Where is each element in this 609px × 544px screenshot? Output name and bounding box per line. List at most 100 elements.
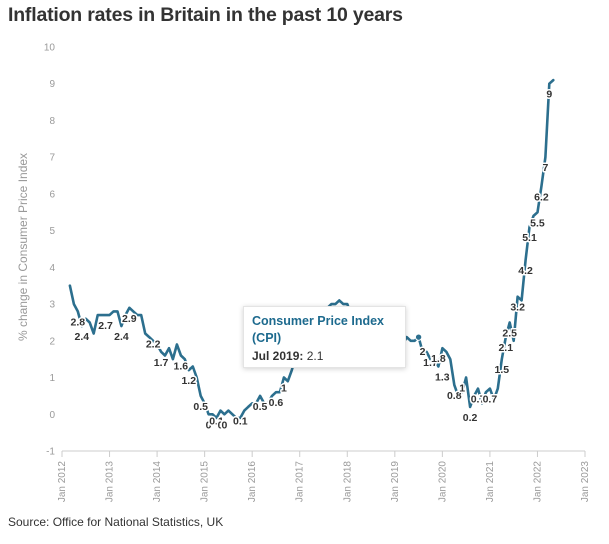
y-axis-label: % change in Consumer Price Index [16,153,30,341]
data-label-halo: 2.9 [122,313,137,325]
y-tick-label: 10 [44,43,56,54]
data-label: 2.7 [98,320,113,332]
data-label-halo: 7 [542,162,548,174]
data-label: 1.6 [174,361,189,373]
tooltip-series-name: Consumer Price Index (CPI) [252,314,384,345]
data-label: 2.1 [498,342,513,354]
data-label: 2.4 [75,331,90,343]
y-tick-label: 7 [49,153,55,164]
x-tick-label: Jan 2017 [295,461,306,503]
data-label: 0.2 [463,412,478,424]
data-label: 2.8 [71,316,86,328]
data-label: 0 [218,419,224,431]
x-tick-label: Jan 2020 [437,461,448,503]
data-label: 2.9 [122,313,137,325]
y-tick-label: 1 [49,373,55,384]
data-label-halo: 9 [546,89,552,101]
x-tick-label: Jan 2021 [485,461,496,503]
y-tick-label: 8 [49,116,55,127]
chart-title: Inflation rates in Britain in the past 1… [8,4,403,26]
data-label: 2.5 [502,327,517,339]
data-label: 0.8 [447,390,462,402]
data-label: 0 [222,419,228,431]
data-label: 5.5 [530,217,545,229]
tooltip: Consumer Price Index (CPI) Jul 2019: 2.1 [243,306,406,368]
data-label-halo: 1.7 [154,357,169,369]
data-label: 3.2 [510,302,525,314]
x-tick-label: Jan 2018 [342,461,353,503]
y-tick-label: 5 [49,226,55,237]
data-label: 9 [546,89,552,101]
data-label: 0.5 [193,401,208,413]
data-labels: 2.82.82.42.42.72.72.42.42.92.92.22.21.71… [69,87,554,433]
x-tick-label: Jan 2014 [152,461,163,503]
data-label-halo: 2.5 [502,327,517,339]
data-label-halo: 2.2 [146,338,161,350]
data-label: 1 [281,383,287,395]
data-label-halo: 0.2 [463,412,478,424]
y-tick-label: 3 [49,300,55,311]
source-note: Source: Office for National Statistics, … [8,515,224,529]
x-tick-label: Jan 2016 [247,461,258,503]
data-label: 1.8 [431,353,446,365]
data-label-halo: 0.7 [471,394,486,406]
data-label-halo: 4.2 [518,265,533,277]
y-tick-label: 4 [49,263,55,274]
data-label-halo: 1.2 [181,375,196,387]
data-label-halo: 0 [218,419,224,431]
x-tick-label: Jan 2013 [105,461,116,503]
data-label-halo: 2.8 [71,316,86,328]
data-label: 0.5 [253,401,268,413]
data-label: 1.5 [494,364,509,376]
data-label-halo: 0 [222,419,228,431]
data-label: 6.2 [534,192,549,204]
data-label-halo: 1.7 [423,357,438,369]
y-tick-label: -1 [46,447,55,458]
y-tick-label: 9 [49,79,55,90]
data-label: 1.2 [181,375,196,387]
y-axis: -1 0 1 2 3 4 5 6 7 8 9 10 [44,43,56,458]
data-label-halo: 0 [206,419,212,431]
data-label: 2.2 [146,338,161,350]
data-label: 0.6 [269,397,284,409]
data-label-halo: 0.7 [483,394,498,406]
y-tick-label: 0 [49,410,55,421]
x-axis: Jan 2012 Jan 2013 Jan 2014 Jan 2015 Jan 2016… [57,450,591,503]
data-label: 1 [459,383,465,395]
data-label: 0.7 [471,394,486,406]
data-label: 2.4 [114,331,129,343]
data-label-halo: 0.8 [447,390,462,402]
data-label-halo: 5.5 [530,217,545,229]
x-tick-label: Jan 2015 [200,461,211,503]
data-label-halo: 1 [281,383,287,395]
tooltip-value: 2.1 [306,349,324,363]
data-label-halo: 2 [420,346,426,358]
x-tick-label: Jan 2022 [532,461,543,503]
y-tick-label: 6 [49,189,55,200]
data-label: 2 [420,346,426,358]
data-label-halo: 2.1 [498,342,513,354]
data-label-halo: 1.5 [494,364,509,376]
data-label: 5.1 [522,232,537,244]
data-label-halo: 2.7 [98,320,113,332]
data-label: 4.2 [518,265,533,277]
data-label: 0.1 [233,416,248,428]
data-label-halo: 1 [459,383,465,395]
data-label-halo: 3.2 [510,302,525,314]
data-label-halo: 0.5 [253,401,268,413]
y-tick-label: 2 [49,336,55,347]
x-tick-label: Jan 2023 [580,461,591,503]
data-label-halo: 2.4 [114,331,129,343]
data-label: 0.1 [209,416,224,428]
data-label-halo: 0.6 [269,397,284,409]
hover-marker [414,333,423,341]
x-tick-label: Jan 2019 [390,461,401,503]
data-label-halo: 0.1 [209,416,224,428]
data-label: 1.7 [423,357,438,369]
data-label: 0 [206,419,212,431]
x-tick-label: Jan 2012 [57,461,68,503]
data-label-halo: 5.1 [522,232,537,244]
data-label: 1.3 [435,372,450,384]
data-label-halo: 0.5 [193,401,208,413]
